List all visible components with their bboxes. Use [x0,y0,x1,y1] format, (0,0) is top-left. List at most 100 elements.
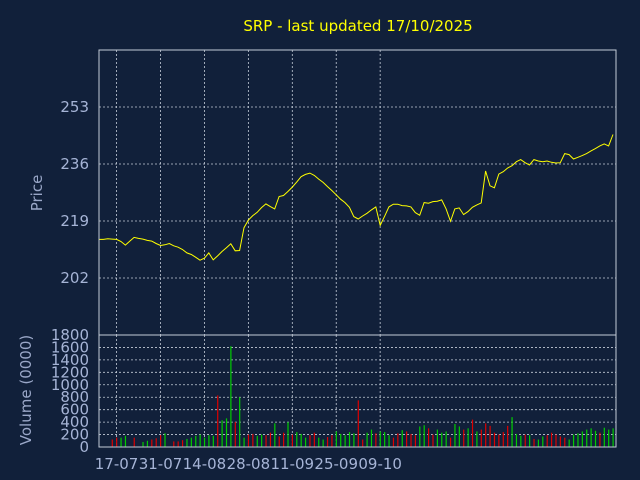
volume-bar [348,432,351,447]
volume-y-tick-label: 1200 [51,363,89,381]
volume-bar [177,441,179,447]
volume-bar [300,433,302,447]
volume-bar [529,435,531,447]
volume-bar [441,432,443,447]
volume-y-tick-label: 1000 [51,376,89,394]
volume-plot-frame [98,334,617,448]
volume-bar [203,437,206,447]
volume-bar [397,433,399,447]
volume-bar [608,429,610,447]
volume-bar [318,437,320,447]
volume-bar [133,437,135,447]
price-grid [99,50,616,335]
volume-y-tick-label: 400 [60,413,89,431]
volume-bar [419,426,421,447]
volume-bar [357,400,359,447]
volume-bar [239,397,241,447]
price-y-tick-label: 202 [60,269,89,287]
price-plot-frame [98,49,617,336]
volume-bar [511,417,513,447]
volume-y-tick-label: 800 [60,388,89,406]
volume-bar [458,426,460,447]
x-axis-ticks: 17-07 31-07 14-08 28-08 11-09 25-09 09-10 [95,455,402,473]
volume-bar [256,435,258,447]
volume-bar [362,439,364,447]
volume-bar [261,434,263,447]
volume-bar [247,434,250,447]
volume-bar [287,422,289,447]
volume-bar [520,435,522,447]
x-tick-label: 25-09 [314,455,358,473]
volume-bar [427,428,430,447]
volume-bar [366,432,368,447]
volume-bar [467,428,469,447]
volume-bar [217,395,219,447]
volume-bar [507,425,509,447]
volume-bar [524,434,526,447]
price-y-tick-label: 219 [60,212,89,230]
volume-bar [577,433,579,447]
volume-bar [392,437,395,447]
volume-bar [445,431,447,447]
volume-bar [599,432,601,447]
volume-bar [502,432,504,447]
volume-bar [406,431,408,447]
volume-bar [436,429,438,447]
volume-bar [335,431,337,447]
volume-bar [190,437,192,447]
x-tick-label: 09-10 [358,455,402,473]
volume-bar [370,429,373,447]
volume-bar [269,432,272,447]
price-series-line [99,134,614,261]
volume-bar [581,431,583,447]
volume-bar [326,437,329,447]
volume-bar [160,435,162,447]
volume-bar [590,428,592,447]
price-y-ticks: 253 236 219 202 [60,98,89,287]
x-tick-label: 17-07 [95,455,139,473]
volume-bar [208,435,210,447]
volume-bar [265,435,267,447]
price-y-tick-label: 236 [60,155,89,173]
volume-y-tick-label: 200 [60,426,89,444]
volume-bar [414,435,417,447]
volume-bar [586,429,588,447]
volume-bar [309,435,311,447]
volume-bar [454,423,456,447]
volume-bar [559,436,561,447]
volume-bar [296,432,298,447]
volume-bar [225,418,228,447]
volume-bar [612,428,614,447]
volume-bar [212,435,214,447]
volume-bar [155,438,157,447]
volume-bar [278,436,280,447]
volume-bar [344,435,346,447]
volume-grid [99,335,616,447]
volume-bar [322,439,324,447]
x-tick-label: 28-08 [227,455,271,473]
volume-bar [120,437,122,447]
volume-bar [181,440,184,447]
volume-bar [401,430,403,447]
volume-bar [331,435,333,447]
price-panel: 253 236 219 202 Price [28,49,617,336]
volume-bar [493,432,496,447]
volume-bar [199,434,201,447]
volume-bar [498,434,500,447]
volume-bar [463,429,465,447]
volume-bar [423,425,425,447]
volume-bar [537,439,540,447]
x-tick-label: 31-07 [139,455,183,473]
volume-bar [291,434,293,447]
volume-bar [542,436,544,447]
volume-bar [252,433,254,447]
volume-bar [186,438,188,447]
volume-bar [572,434,575,447]
volume-bar [476,431,478,447]
volume-bar [489,425,491,447]
volume-bar [564,437,566,447]
price-y-tick-label: 253 [60,98,89,116]
volume-bar [124,435,127,447]
chart-title: SRP - last updated 17/10/2025 [243,17,472,35]
